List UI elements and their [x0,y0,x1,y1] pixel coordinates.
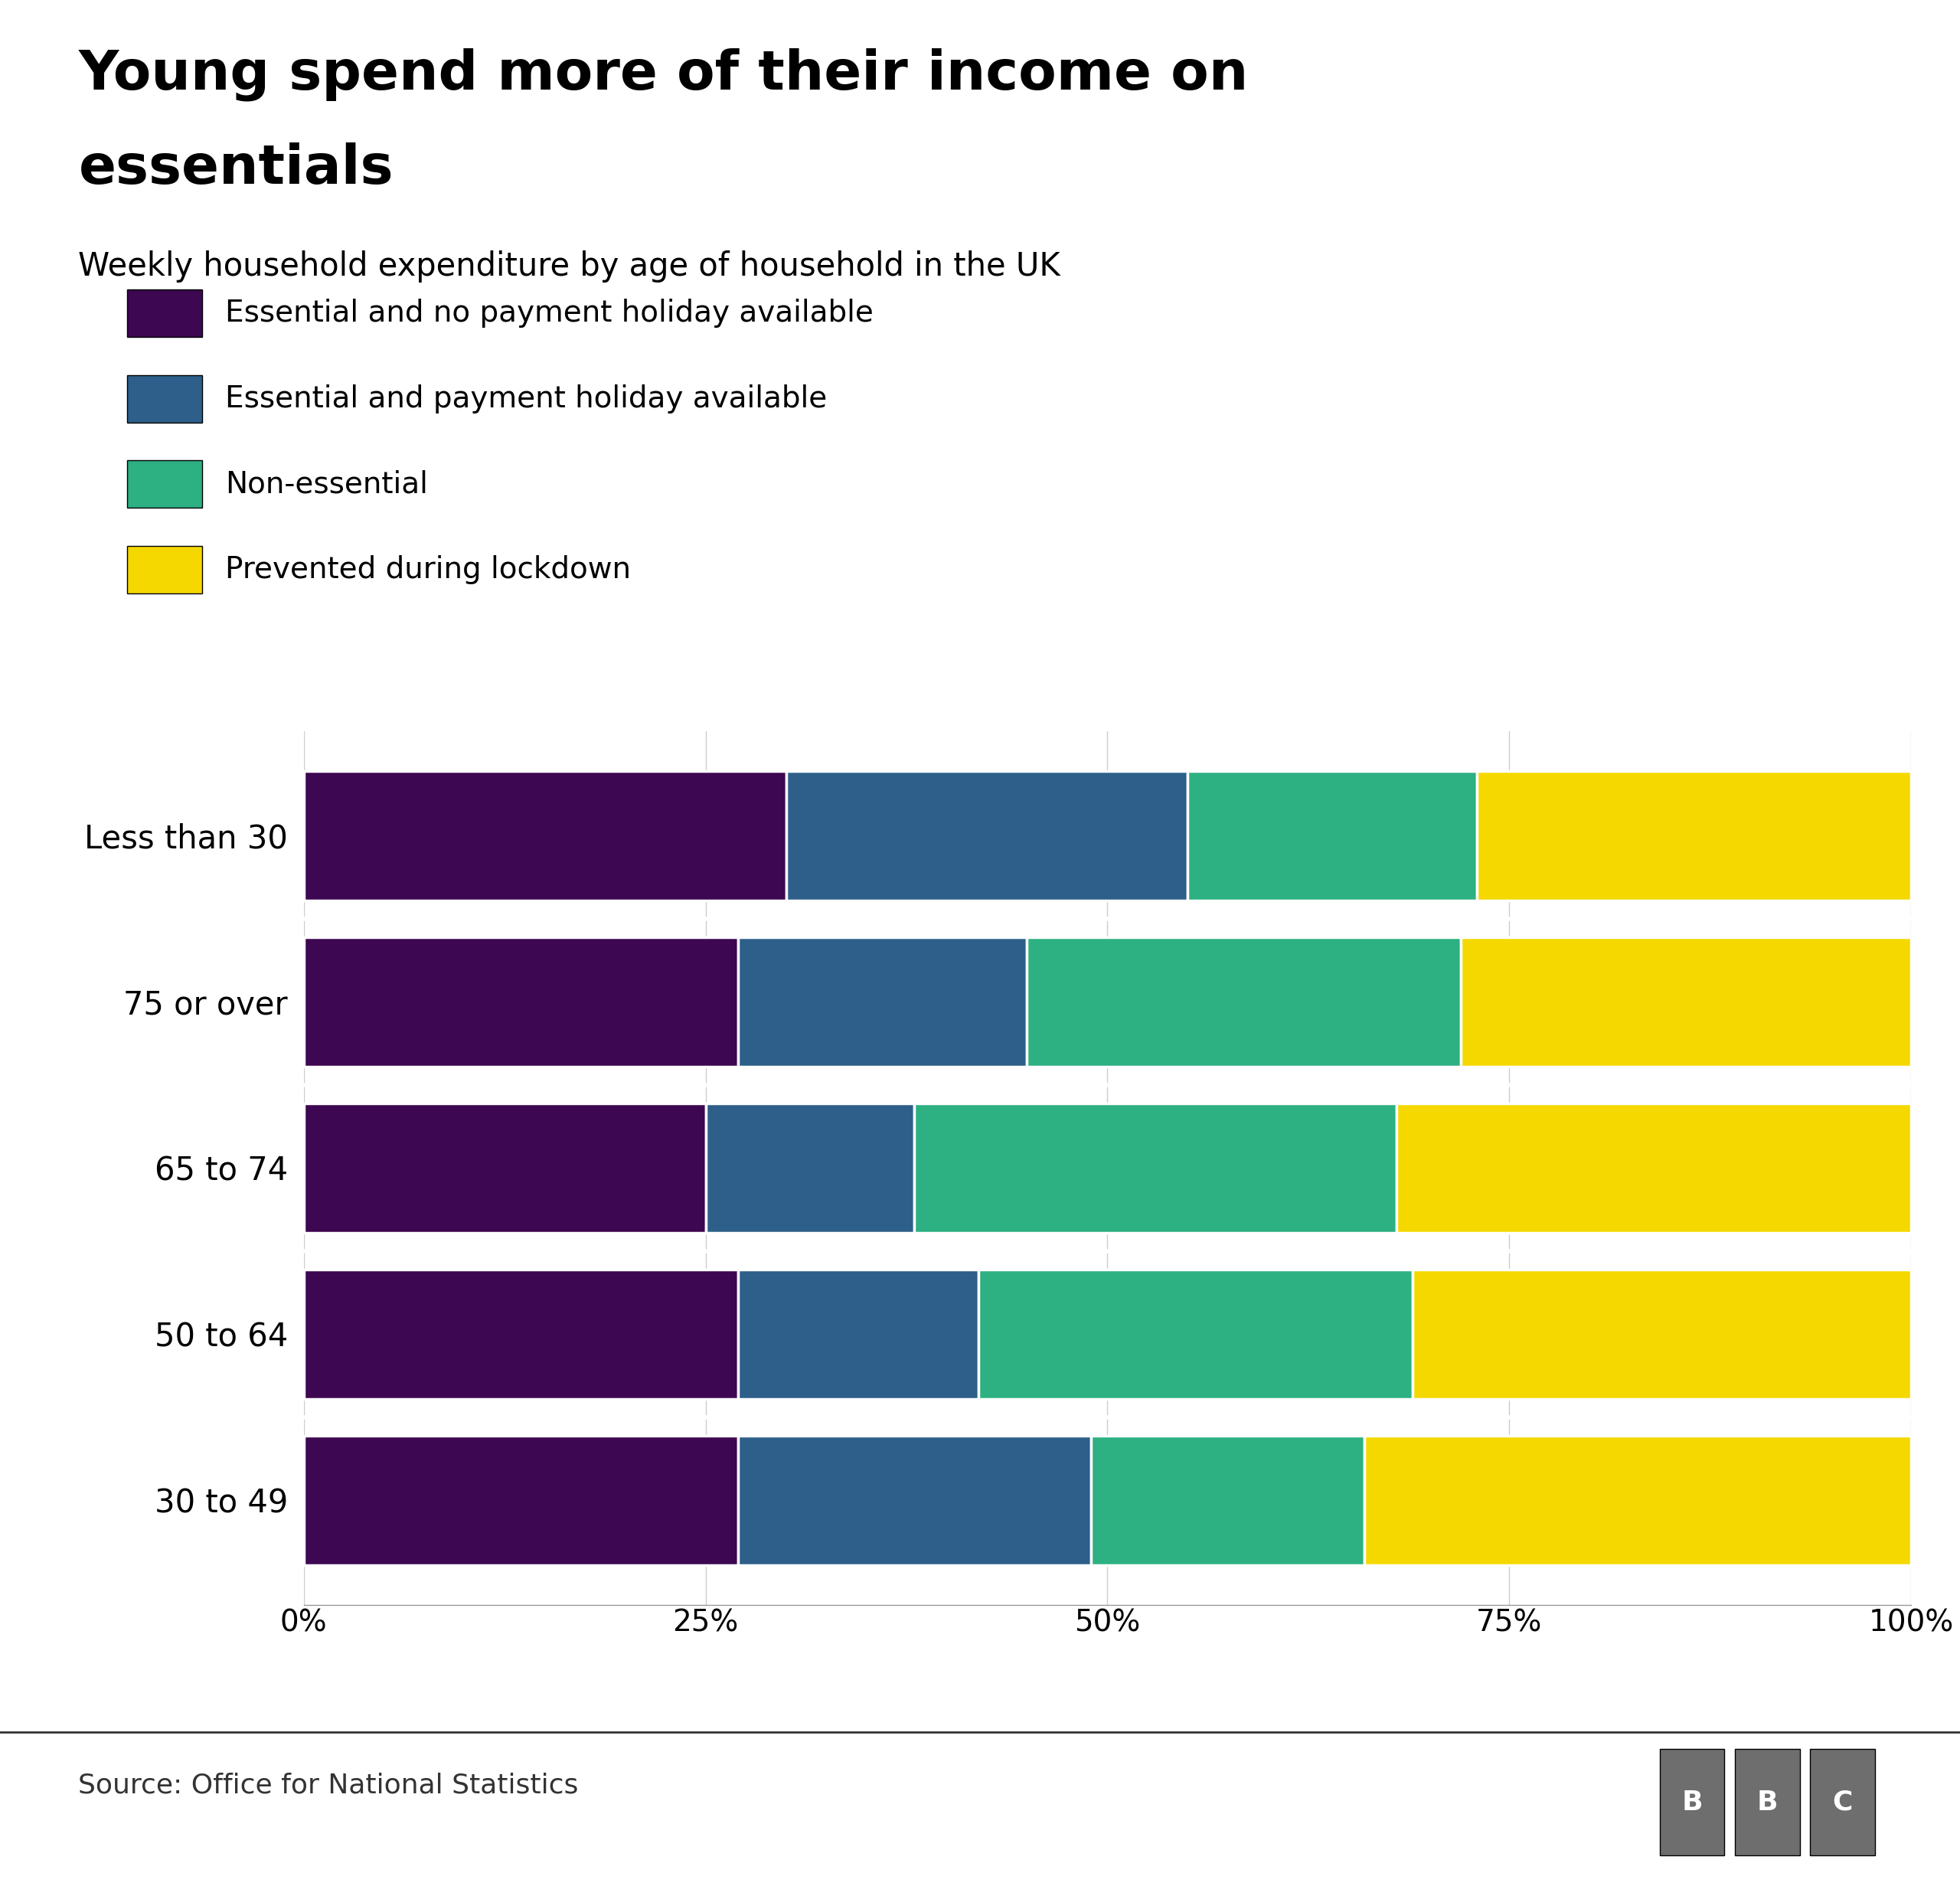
Bar [915,1103,1397,1232]
Bar [737,1436,1092,1565]
Text: B: B [1756,1789,1778,1815]
FancyBboxPatch shape [1660,1749,1725,1855]
Bar [1188,771,1478,900]
Text: essentials: essentials [78,142,394,196]
Bar [706,1103,915,1232]
Bar [1478,771,1911,900]
Text: Essential and no payment holiday available: Essential and no payment holiday availab… [225,298,874,329]
Text: Non-essential: Non-essential [225,469,427,499]
Bar [304,771,786,900]
Bar [1092,1436,1364,1565]
Bar [1413,1269,1911,1400]
Bar [737,1269,978,1400]
Bar [786,771,1188,900]
Text: Essential and payment holiday available: Essential and payment holiday available [225,384,827,414]
Bar [304,1103,706,1232]
Text: Young spend more of their income on: Young spend more of their income on [78,47,1249,101]
Text: Weekly household expenditure by age of household in the UK: Weekly household expenditure by age of h… [78,251,1060,283]
Bar [737,936,1027,1067]
Bar [1397,1103,1911,1232]
Text: Prevented during lockdown: Prevented during lockdown [225,555,631,585]
FancyBboxPatch shape [1809,1749,1876,1855]
Bar [1027,936,1460,1067]
Text: B: B [1682,1789,1703,1815]
Bar [304,1436,737,1565]
Bar [1460,936,1911,1067]
Bar [304,1269,737,1400]
Bar [304,936,737,1067]
Bar [1364,1436,1911,1565]
Bar [978,1269,1413,1400]
Text: C: C [1833,1789,1852,1815]
FancyBboxPatch shape [1735,1749,1799,1855]
Text: Source: Office for National Statistics: Source: Office for National Statistics [78,1772,578,1798]
